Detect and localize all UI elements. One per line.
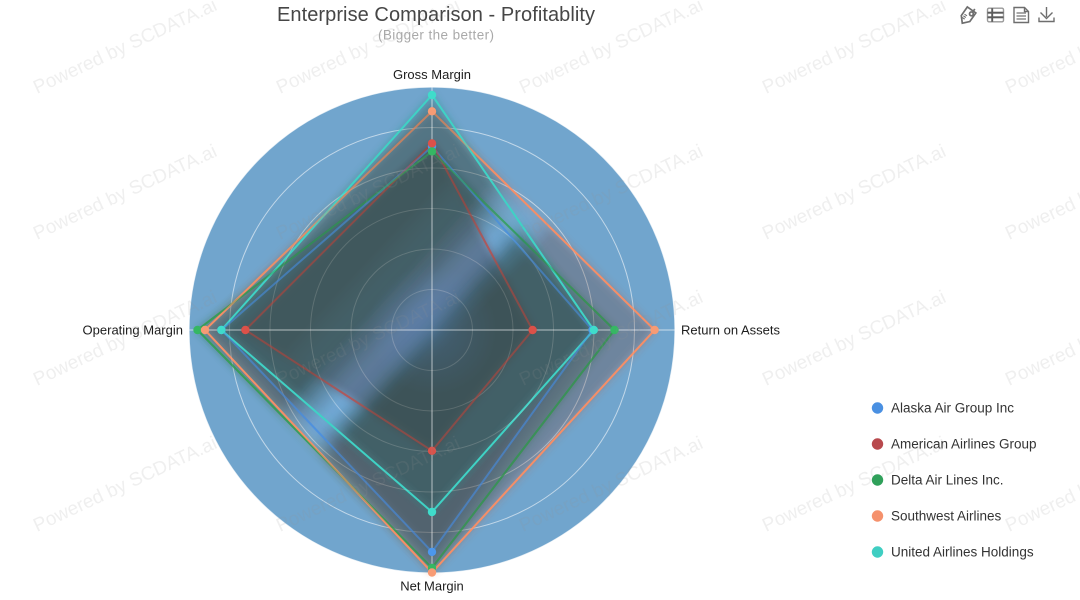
svg-text:Powered by SCDATA.ai: Powered by SCDATA.ai xyxy=(759,0,949,99)
svg-text:Alaska Air Group Inc: Alaska Air Group Inc xyxy=(891,401,1014,416)
svg-text:(Bigger the better): (Bigger the better) xyxy=(378,28,494,43)
svg-text:Gross Margin: Gross Margin xyxy=(393,67,471,82)
svg-text:Powered by SCDATA.ai: Powered by SCDATA.ai xyxy=(30,433,220,537)
svg-text:American Airlines Group: American Airlines Group xyxy=(891,437,1037,452)
svg-text:Powered by SCDATA.ai: Powered by SCDATA.ai xyxy=(759,141,949,245)
svg-text:Enterprise Comparison - Profit: Enterprise Comparison - Profitablity xyxy=(277,4,595,26)
svg-text:Powered by SCDATA.ai: Powered by SCDATA.ai xyxy=(30,0,220,99)
svg-text:Net Margin: Net Margin xyxy=(400,579,464,594)
svg-text:Operating Margin: Operating Margin xyxy=(83,323,183,338)
svg-text:Powered by SCDATA.ai: Powered by SCDATA.ai xyxy=(30,141,220,245)
svg-text:Southwest Airlines: Southwest Airlines xyxy=(891,509,1002,524)
svg-text:United Airlines Holdings: United Airlines Holdings xyxy=(891,545,1034,560)
svg-text:Return on Assets: Return on Assets xyxy=(681,323,780,338)
svg-text:Powered by SCDATA.ai: Powered by SCDATA.ai xyxy=(1002,141,1080,245)
svg-text:Powered by SCDATA.ai: Powered by SCDATA.ai xyxy=(759,287,949,391)
svg-text:Powered by SCDATA.ai: Powered by SCDATA.ai xyxy=(1002,287,1080,391)
svg-text:Delta Air Lines Inc.: Delta Air Lines Inc. xyxy=(891,473,1004,488)
